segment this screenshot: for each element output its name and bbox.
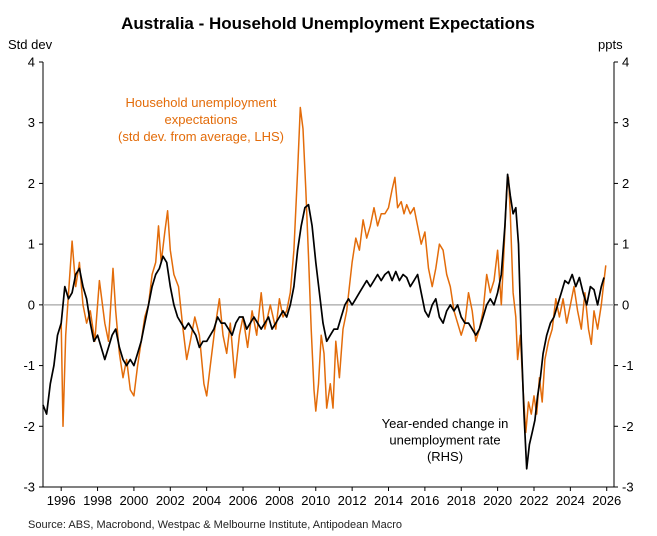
left-tick-label: -3: [23, 480, 35, 495]
chart-title: Australia - Household Unemployment Expec…: [121, 14, 535, 33]
axes: [42, 62, 615, 488]
left-tick-label: 2: [28, 176, 35, 191]
x-tick-label: 1998: [83, 493, 112, 508]
annotation-line: (std dev. from average, LHS): [118, 129, 284, 144]
annotation-household-expectations: Household unemployment expectations (std d…: [118, 95, 284, 144]
left-y-ticks: 4 3 2 1 0 -1 -2 -3: [23, 55, 43, 495]
source-note: Source: ABS, Macrobond, Westpac & Melbou…: [28, 519, 402, 531]
x-tick-label: 2002: [156, 493, 185, 508]
left-tick-label: 3: [28, 115, 35, 130]
annotation-unemployment-rate: Year-ended change in unemployment rate (RH…: [382, 416, 509, 464]
x-tick-label: 2006: [229, 493, 258, 508]
x-tick-label: 2016: [410, 493, 439, 508]
x-tick-label: 2008: [265, 493, 294, 508]
series-line-household-expectations: [60, 106, 607, 434]
left-tick-label: 4: [28, 55, 35, 70]
right-tick-label: 0: [622, 297, 629, 312]
right-axis-label: ppts: [598, 37, 623, 52]
x-tick-label: 2018: [447, 493, 476, 508]
left-tick-label: -1: [23, 358, 35, 373]
right-tick-label: -3: [622, 480, 634, 495]
left-tick-label: 0: [28, 297, 35, 312]
x-tick-label: 2000: [119, 493, 148, 508]
right-tick-label: 4: [622, 55, 629, 70]
left-axis-label: Std dev: [8, 37, 53, 52]
x-tick-label: 2024: [556, 493, 585, 508]
x-ticks: 1996 1998 2000 2002 2004 2006 2008 2010 2012 2014…: [47, 487, 621, 508]
right-tick-label: 3: [622, 115, 629, 130]
left-tick-label: -2: [23, 419, 35, 434]
x-tick-label: 2022: [520, 493, 549, 508]
x-tick-label: 1996: [47, 493, 76, 508]
right-tick-label: -1: [622, 358, 634, 373]
annotation-line: (RHS): [427, 449, 463, 464]
x-tick-label: 2010: [301, 493, 330, 508]
series-layer: [42, 106, 607, 470]
x-tick-label: 2026: [592, 493, 621, 508]
right-tick-label: 2: [622, 176, 629, 191]
left-tick-label: 1: [28, 237, 35, 252]
annotation-line: expectations: [165, 112, 238, 127]
x-tick-label: 2012: [338, 493, 367, 508]
annotation-line: unemployment rate: [389, 433, 500, 448]
annotations: Household unemployment expectations (std d…: [118, 95, 508, 464]
right-tick-label: 1: [622, 237, 629, 252]
right-tick-label: -2: [622, 419, 634, 434]
annotation-line: Year-ended change in: [382, 416, 509, 431]
x-tick-label: 2020: [483, 493, 512, 508]
series-line-unemployment-change: [42, 173, 605, 470]
x-tick-label: 2014: [374, 493, 403, 508]
annotation-line: Household unemployment: [125, 95, 276, 110]
right-y-ticks: 4 3 2 1 0 -1 -2 -3: [614, 55, 634, 495]
x-tick-label: 2004: [192, 493, 221, 508]
